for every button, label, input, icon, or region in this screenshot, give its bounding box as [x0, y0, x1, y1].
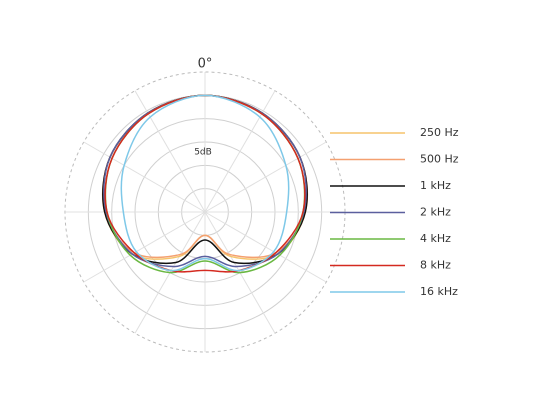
- series-line: [103, 94, 307, 268]
- legend-label: 4 kHz: [420, 232, 451, 245]
- legend-label: 2 kHz: [420, 206, 451, 219]
- grid-spoke: [134, 90, 206, 213]
- legend-label: 16 kHz: [420, 285, 458, 298]
- legend-label: 8 kHz: [420, 259, 451, 272]
- grid-spoke: [83, 141, 206, 213]
- legend-label: 250 Hz: [420, 126, 459, 139]
- grid-spoke: [83, 211, 206, 283]
- series-line: [104, 94, 306, 273]
- ring-annotation: 5dB: [194, 148, 212, 158]
- grid-spoke: [204, 141, 327, 213]
- legend-label: 1 kHz: [420, 179, 451, 192]
- grid-spoke: [204, 211, 327, 283]
- grid-spoke: [204, 90, 276, 213]
- legend-label: 500 Hz: [420, 153, 459, 166]
- series-line: [120, 94, 290, 272]
- angle-label: 0°: [198, 57, 213, 72]
